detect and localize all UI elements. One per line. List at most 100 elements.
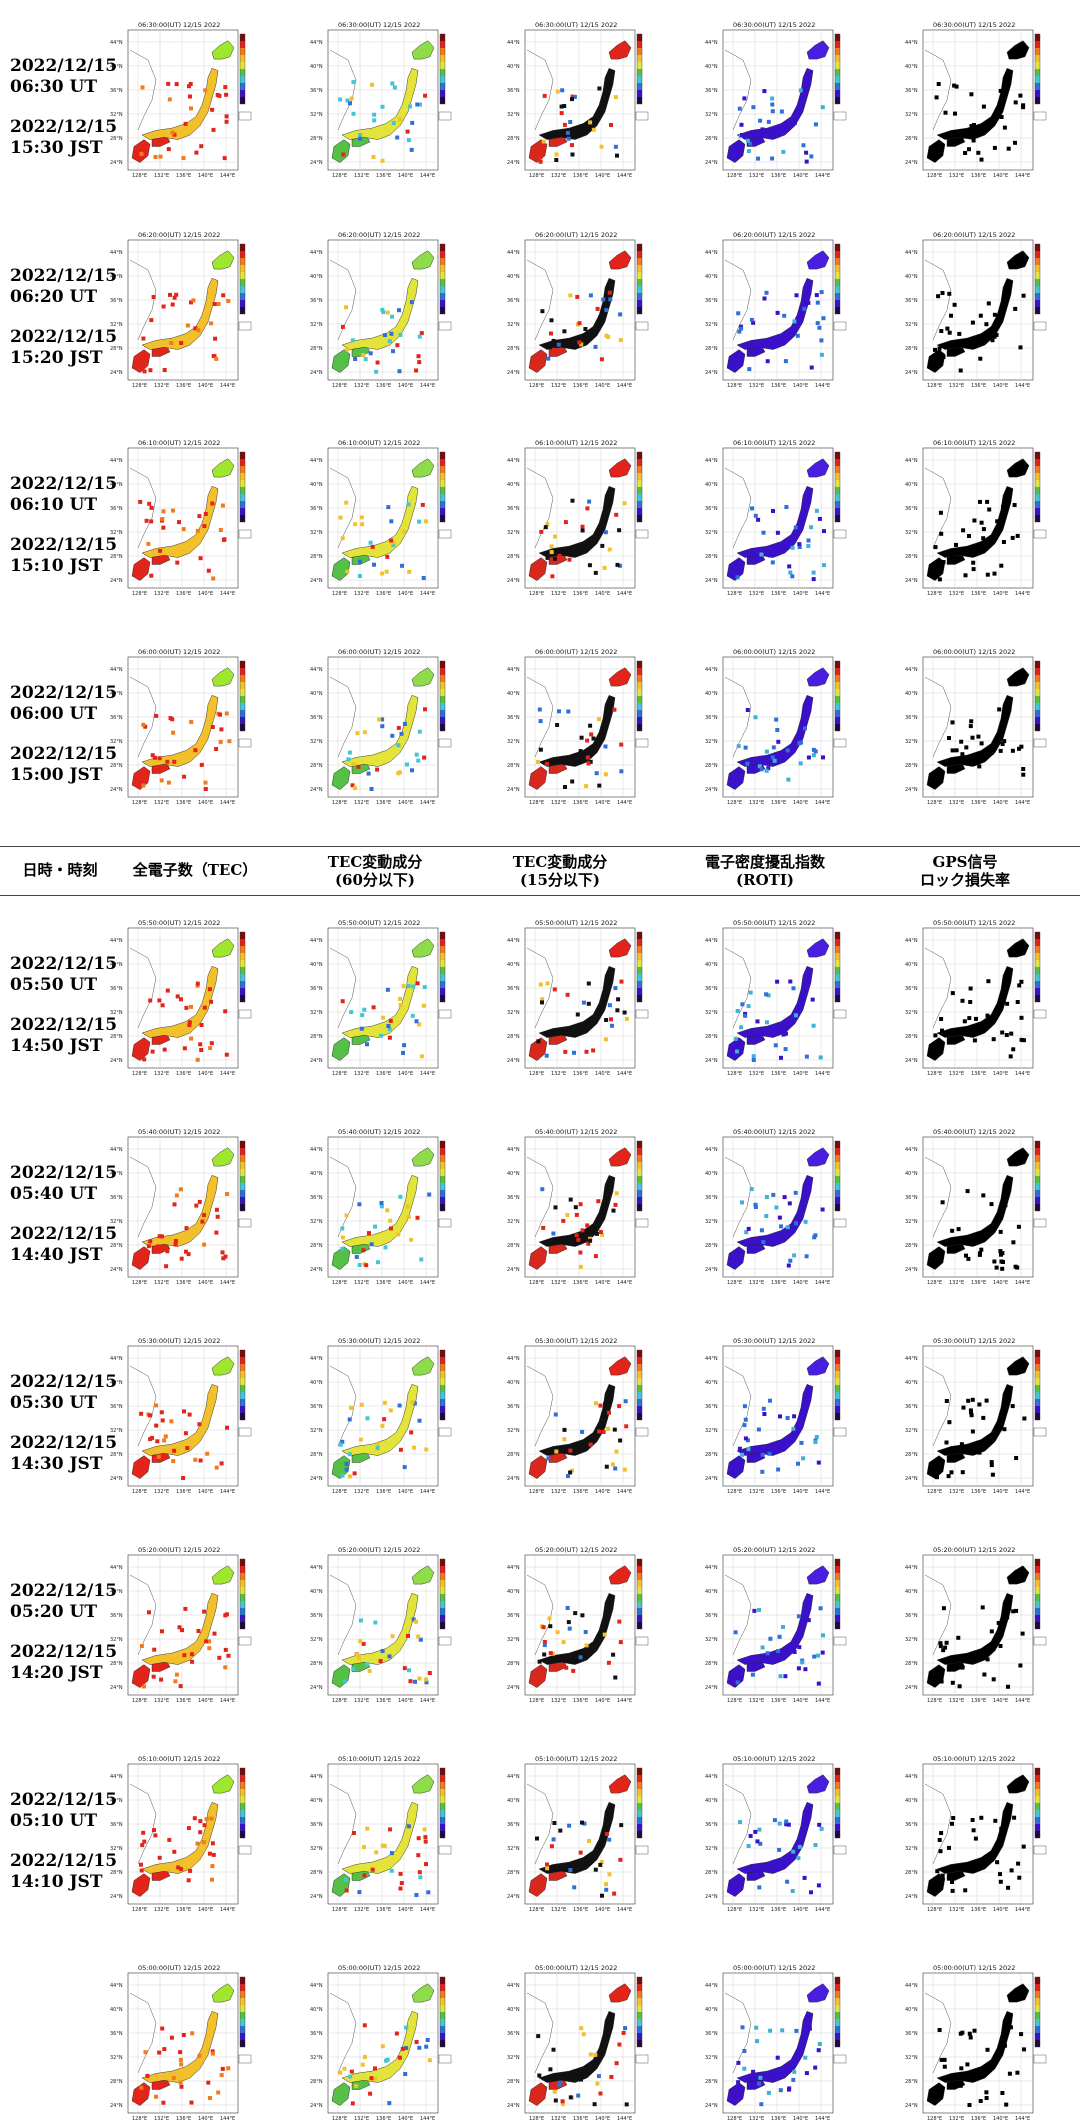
colorbar-segment [1035, 689, 1040, 696]
lat-tick-label: 28°N [110, 554, 123, 560]
lat-tick-label: 28°N [705, 2079, 718, 2085]
colorbar-segment [637, 1364, 642, 1371]
obs-marker [373, 1620, 378, 1625]
data-region [926, 1037, 946, 1061]
lon-tick-label: 136°E [176, 383, 191, 389]
obs-marker [1017, 983, 1022, 988]
obs-marker [183, 121, 188, 126]
panel-title: 06:20:00(UT) 12/15 2022 [138, 231, 220, 239]
colorbar-segment [637, 1796, 642, 1803]
obs-marker [986, 301, 991, 306]
obs-marker [801, 143, 806, 148]
colorbar-segment [637, 1169, 642, 1176]
lat-tick-label: 24°N [705, 160, 718, 166]
obs-marker [351, 1831, 356, 1835]
colorbar-segment [440, 459, 445, 466]
colorbar-segment [835, 967, 840, 974]
obs-marker [762, 89, 767, 94]
map-panel-roti: 05:00:00(UT) 12/15 2022 44°N 40°N 36°N 32°N 2… [703, 1963, 853, 2123]
data-region [131, 1246, 151, 1270]
colorbar-segment [835, 494, 840, 501]
obs-marker [804, 1054, 809, 1059]
lat-tick-label: 44°N [507, 667, 520, 673]
lon-tick-label: 144°E [220, 383, 235, 389]
obs-marker [202, 524, 207, 529]
obs-marker [217, 93, 222, 98]
obs-marker [424, 1677, 429, 1682]
obs-marker [411, 984, 416, 989]
colorbar-segment [440, 1197, 445, 1204]
lat-tick-label: 24°N [110, 1058, 123, 1064]
obs-marker [815, 300, 820, 305]
lon-tick-label: 128°E [727, 591, 742, 597]
obs-marker [981, 104, 986, 109]
colorbar-segment [440, 689, 445, 696]
obs-marker [939, 329, 944, 333]
lat-tick-label: 32°N [110, 2055, 123, 2061]
obs-marker [194, 150, 199, 155]
header-tec60-line: (60分以下) [334, 871, 416, 889]
data-region [726, 349, 746, 373]
obs-marker [166, 81, 171, 86]
obs-marker [402, 529, 407, 534]
obs-marker [223, 1009, 228, 1014]
obs-marker [593, 1867, 598, 1872]
obs-marker [207, 1639, 212, 1644]
data-region [936, 486, 1014, 558]
obs-marker [810, 997, 815, 1002]
obs-marker [984, 2090, 989, 2095]
lat-tick-label: 32°N [905, 530, 918, 536]
lat-tick-label: 36°N [705, 715, 718, 721]
obs-marker [999, 563, 1004, 568]
colorbar-segment [440, 995, 445, 1002]
colorbar-segment [440, 953, 445, 960]
colorbar-segment [1035, 83, 1040, 90]
obs-marker [419, 331, 424, 336]
obs-marker [355, 1652, 360, 1657]
data-region [341, 1175, 419, 1247]
colorbar-segment [835, 724, 840, 731]
obs-marker [593, 570, 598, 575]
obs-marker [344, 305, 348, 310]
colorbar-segment [1035, 494, 1040, 501]
obs-marker [1004, 2102, 1009, 2107]
lon-tick-label: 144°E [815, 1071, 830, 1077]
obs-marker [349, 1010, 354, 1015]
obs-marker [933, 347, 937, 352]
obs-marker [790, 541, 795, 546]
colorbar-segment [240, 1176, 245, 1183]
lat-tick-label: 32°N [905, 739, 918, 745]
obs-marker [779, 1224, 783, 1229]
lat-tick-label: 28°N [110, 1243, 123, 1249]
lat-tick-label: 32°N [507, 739, 520, 745]
obs-marker [586, 981, 591, 986]
data-region [726, 766, 746, 790]
obs-marker [362, 2023, 367, 2028]
obs-marker [162, 1047, 167, 1052]
obs-marker [941, 1648, 946, 1653]
obs-marker [752, 1608, 757, 1613]
obs-marker [939, 145, 944, 150]
lat-tick-label: 32°N [905, 322, 918, 328]
obs-marker [737, 329, 742, 334]
obs-marker [806, 538, 811, 543]
obs-marker [593, 1254, 598, 1259]
colorbar-segment [440, 34, 445, 41]
colorbar-segment [637, 307, 642, 314]
obs-marker [385, 2057, 390, 2062]
colorbar-segment [835, 1204, 840, 1211]
obs-marker [1000, 1030, 1005, 1035]
colorbar-segment [637, 515, 642, 522]
obs-marker [786, 1263, 791, 1268]
colorbar-segment [1035, 1768, 1040, 1775]
lat-tick-label: 24°N [507, 578, 520, 584]
lat-tick-label: 24°N [110, 1476, 123, 1482]
colorbar-segment [637, 668, 642, 675]
lat-tick-label: 32°N [905, 1846, 918, 1852]
colorbar-segment [1035, 97, 1040, 104]
obs-marker [967, 534, 971, 538]
obs-marker [390, 81, 395, 86]
colorbar [1034, 1767, 1041, 1839]
obs-marker [140, 1843, 145, 1848]
colorbar-segment [835, 2033, 840, 2040]
